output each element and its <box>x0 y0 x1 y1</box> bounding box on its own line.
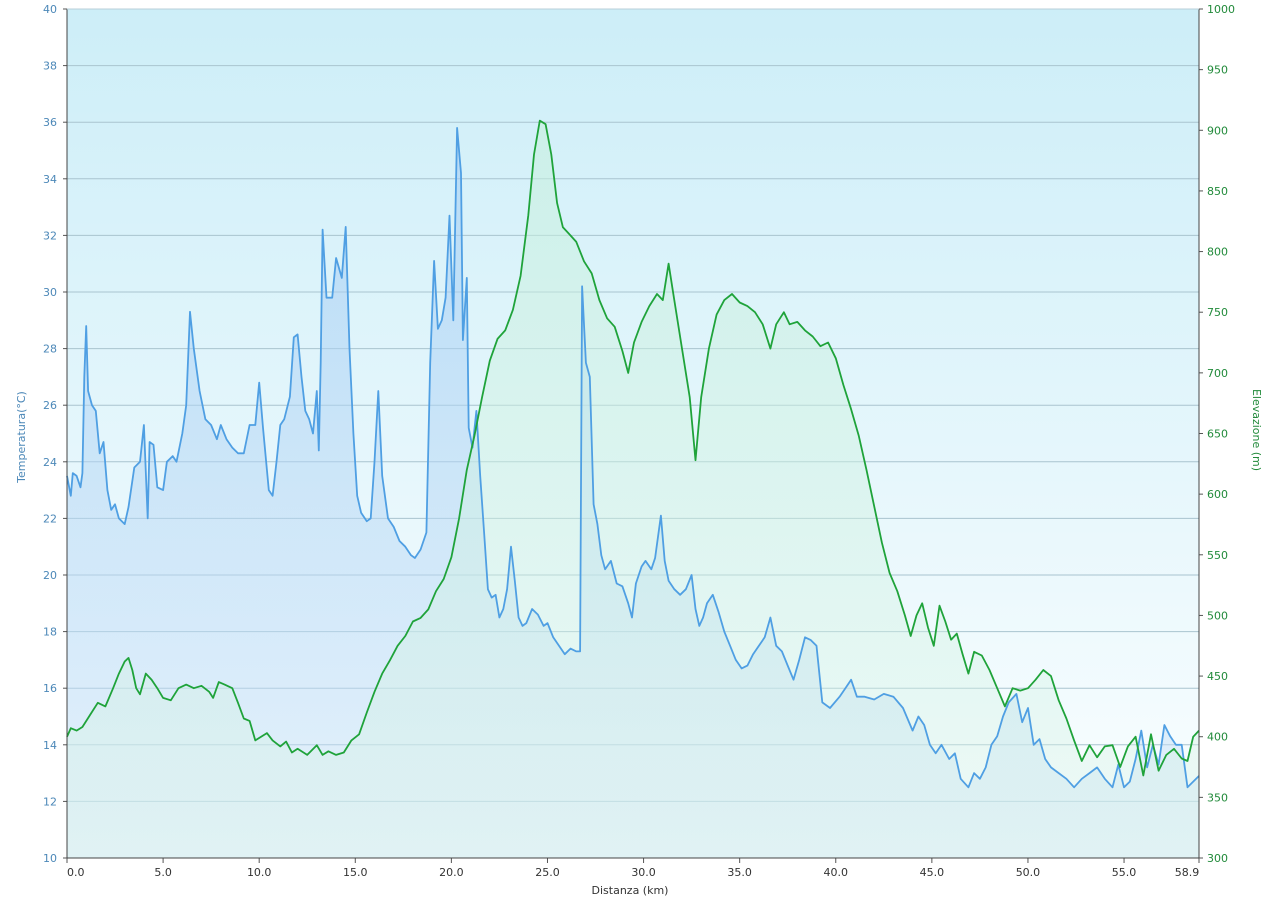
y-right-tick-label: 300 <box>1207 852 1228 865</box>
series-fills <box>67 120 1199 859</box>
x-tick-label: 50.0 <box>1016 866 1041 879</box>
x-tick-label: 55.0 <box>1112 866 1137 879</box>
y-right-tick-label: 700 <box>1207 367 1228 380</box>
y-right-tick-label: 650 <box>1207 428 1228 441</box>
x-tick-label: 30.0 <box>631 866 656 879</box>
y-left-tick-label: 36 <box>43 116 57 129</box>
y-right-tick-label: 550 <box>1207 549 1228 562</box>
series-lines <box>66 119 1200 789</box>
y-right-tick-label: 350 <box>1207 791 1228 804</box>
y-right-tick-label: 1000 <box>1207 3 1235 16</box>
y-right-tick-label: 400 <box>1207 731 1228 744</box>
x-tick-label: 45.0 <box>920 866 945 879</box>
y-left-tick-label: 22 <box>43 512 57 525</box>
elevation-series-area <box>67 120 1199 859</box>
x-tick-label: 5.0 <box>154 866 172 879</box>
y-left-tick-label: 12 <box>43 795 57 808</box>
y-left-tick-label: 34 <box>43 173 57 186</box>
x-tick-label: 40.0 <box>824 866 849 879</box>
y-right-tick-label: 900 <box>1207 124 1228 137</box>
y-left-tick-label: 18 <box>43 626 57 639</box>
x-tick-label: 25.0 <box>535 866 560 879</box>
x-tick-label: 58.9 <box>1175 866 1200 879</box>
y-left-tick-label: 24 <box>43 456 57 469</box>
x-tick-label: 0.0 <box>67 866 85 879</box>
y-right-tick-label: 500 <box>1207 609 1228 622</box>
y-left-tick-label: 32 <box>43 229 57 242</box>
y-right-tick-label: 600 <box>1207 488 1228 501</box>
y-right-tick-label: 750 <box>1207 306 1228 319</box>
x-tick-label: 35.0 <box>727 866 752 879</box>
x-tick-label: 15.0 <box>343 866 368 879</box>
tick-labels: 10 12 14 16 18 20 22 24 26 28 30 32 34 36 38 40 300 350 40… <box>43 3 1235 879</box>
y-right-tick-label: 450 <box>1207 670 1228 683</box>
y-left-tick-label: 14 <box>43 739 57 752</box>
y-left-tick-label: 40 <box>43 3 57 16</box>
elevation-series-line <box>66 119 1200 777</box>
y-left-tick-label: 28 <box>43 343 57 356</box>
y-axis-right-label: Elevazione (m) <box>1250 389 1263 471</box>
y-left-tick-label: 38 <box>43 60 57 73</box>
x-axis-label: Distanza (km) <box>592 884 669 897</box>
y-axis-left-label: Temperatura(°C) <box>15 391 28 484</box>
temperature-series-area <box>67 127 1199 858</box>
y-left-tick-label: 26 <box>43 399 57 412</box>
y-left-tick-label: 16 <box>43 682 57 695</box>
y-left-tick-label: 20 <box>43 569 57 582</box>
axes <box>63 8 1203 863</box>
x-tick-label: 10.0 <box>247 866 272 879</box>
x-tick-label: 20.0 <box>439 866 464 879</box>
y-left-tick-label: 30 <box>43 286 57 299</box>
y-left-tick-label: 10 <box>43 852 57 865</box>
y-right-tick-label: 850 <box>1207 185 1228 198</box>
temperature-series-line <box>66 127 1200 789</box>
y-right-tick-label: 950 <box>1207 64 1228 77</box>
y-right-tick-label: 800 <box>1207 246 1228 259</box>
